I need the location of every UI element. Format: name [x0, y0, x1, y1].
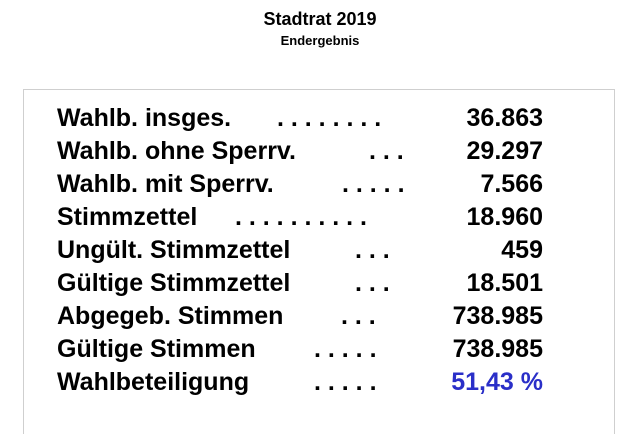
stat-label: Wahlbeteiligung — [57, 368, 250, 396]
stat-label: Stimmzettel — [57, 203, 198, 231]
stat-row-stimmzettel: Stimmzettel . . . . . . . . . . 18.960 — [57, 202, 543, 232]
stat-row-ungueltige-stimmzettel: Ungült. Stimmzettel . . . 459 — [57, 235, 543, 265]
stat-label: Gültige Stimmen — [57, 335, 256, 363]
stat-row-wahlb-mit-sperrv: Wahlb. mit Sperrv. . . . . . 7.566 — [57, 169, 543, 199]
stat-leader-dots: . . . . . — [342, 170, 405, 198]
stat-row-gueltige-stimmen: Gültige Stimmen . . . . . 738.985 — [57, 334, 543, 364]
stat-value: 29.297 — [466, 137, 543, 165]
stat-label: Abgegeb. Stimmen — [57, 302, 284, 330]
turnout-percentage: 51,43 % — [451, 368, 543, 396]
stat-leader-dots: . . . . . . . . — [277, 104, 382, 132]
stat-row-abgegeb-stimmen: Abgegeb. Stimmen . . . 738.985 — [57, 301, 543, 331]
stat-value: 738.985 — [452, 335, 543, 363]
stat-label: Gültige Stimmzettel — [57, 269, 291, 297]
stat-label: Ungült. Stimmzettel — [57, 236, 291, 264]
stat-leader-dots: . . . . . . . . . . — [235, 203, 367, 231]
stat-row-wahlbeteiligung: Wahlbeteiligung . . . . . 51,43 % — [57, 367, 543, 397]
stat-row-wahlb-insges: Wahlb. insges. . . . . . . . . 36.863 — [57, 103, 543, 133]
page-subtitle: Endergebnis — [280, 33, 360, 48]
stat-value: 36.863 — [466, 104, 543, 132]
stat-leader-dots: . . . — [341, 302, 376, 330]
stat-row-wahlb-ohne-sperrv: Wahlb. ohne Sperrv. . . . 29.297 — [57, 136, 543, 166]
stat-row-gueltige-stimmzettel: Gültige Stimmzettel . . . 18.501 — [57, 268, 543, 298]
stat-label: Wahlb. insges. — [57, 104, 232, 132]
stat-value: 18.501 — [466, 269, 543, 297]
stat-leader-dots: . . . . . — [314, 335, 377, 363]
stat-label: Wahlb. ohne Sperrv. — [57, 137, 296, 165]
stat-leader-dots: . . . . . — [314, 368, 377, 396]
stat-leader-dots: . . . — [355, 269, 390, 297]
stat-value: 7.566 — [480, 170, 543, 198]
stat-label: Wahlb. mit Sperrv. — [57, 170, 274, 198]
stat-leader-dots: . . . — [369, 137, 404, 165]
stat-value: 459 — [501, 236, 543, 264]
stat-leader-dots: . . . — [355, 236, 390, 264]
page-title: Stadtrat 2019 — [263, 9, 377, 29]
stat-value: 738.985 — [452, 302, 543, 330]
stat-value: 18.960 — [466, 203, 543, 231]
results-panel — [23, 89, 615, 434]
